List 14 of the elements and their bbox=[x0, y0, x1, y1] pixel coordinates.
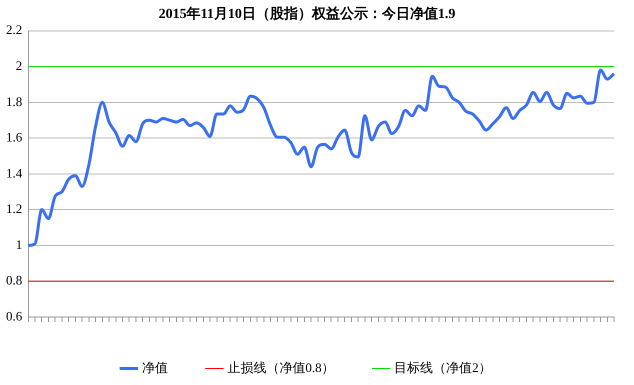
y-tick-label: 1.6 bbox=[6, 130, 23, 145]
chart-title: 2015年11月10日（股指）权益公示：今日净值1.9 bbox=[158, 6, 456, 22]
y-tick-label: 0.8 bbox=[6, 272, 22, 288]
line-series bbox=[26, 68, 616, 247]
legend-label: 净值 bbox=[142, 360, 168, 375]
y-tick-label: 2.2 bbox=[6, 22, 22, 38]
y-tick-label: 1 bbox=[16, 236, 22, 252]
y-tick-label: 1.8 bbox=[6, 94, 22, 109]
y-tick-label: 1.2 bbox=[6, 201, 22, 216]
legend-label: 目标线（净值2） bbox=[394, 360, 492, 375]
y-tick-label: 1.4 bbox=[6, 165, 23, 180]
y-tick-label: 0.6 bbox=[6, 308, 23, 324]
y-tick-label: 2 bbox=[16, 58, 22, 73]
legend-label: 止损线（净值0.8） bbox=[227, 360, 335, 375]
